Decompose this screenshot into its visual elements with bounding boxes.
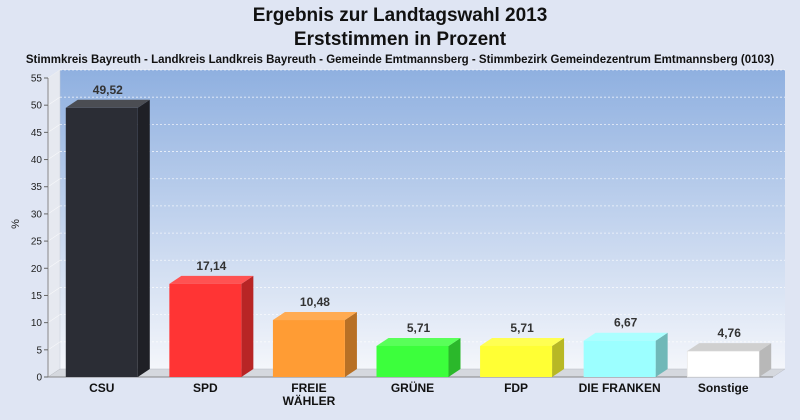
- bar-side: [655, 332, 668, 377]
- x-tick-label: SPD: [193, 381, 218, 395]
- x-tick-label: CSU: [89, 381, 114, 395]
- grid-line-diag: [47, 260, 61, 269]
- y-tick-label: 50: [31, 101, 43, 112]
- bar: [686, 343, 772, 378]
- bar-side: [137, 99, 150, 378]
- bar-side: [344, 312, 357, 377]
- grid-line-diag: [47, 341, 61, 351]
- bars: [65, 99, 772, 378]
- y-tick-label: 0: [36, 373, 42, 384]
- plot-left-wall: [47, 69, 61, 378]
- x-tick-label: DIE FRANKEN: [579, 381, 661, 395]
- bar: [583, 332, 668, 377]
- bar-front: [65, 107, 138, 378]
- x-tick-label: Sonstige: [698, 381, 749, 395]
- grid-line-diag: [47, 314, 61, 323]
- y-tick-label: 45: [31, 128, 43, 139]
- y-tick-label: 30: [31, 209, 43, 220]
- value-label: 17,14: [196, 259, 226, 273]
- value-labels: 49,52 17,14 10,48 5,71 5,71 6,67 4,76: [93, 83, 741, 340]
- value-label: 6,67: [614, 316, 638, 330]
- bar-top: [376, 337, 461, 346]
- chart-subtitle: Erststimmen in Prozent: [293, 29, 507, 50]
- x-tick-label: FREIE: [291, 381, 326, 395]
- chart-caption: Stimmkreis Bayreuth - Landkreis Landkrei…: [25, 54, 775, 66]
- value-label: 5,71: [510, 321, 534, 335]
- bar: [480, 337, 565, 377]
- bar-side: [552, 337, 565, 377]
- value-label: 4,76: [718, 326, 742, 340]
- value-label: 5,71: [407, 321, 431, 335]
- bar-side: [759, 343, 772, 377]
- y-tick-label: 25: [31, 237, 43, 248]
- bar-top: [169, 275, 254, 284]
- bar-top: [687, 343, 772, 352]
- bar-top: [65, 99, 150, 108]
- y-tick-label: 5: [36, 345, 42, 356]
- bar: [169, 275, 254, 377]
- grid-line-diag: [47, 232, 61, 242]
- y-tick-label: 40: [31, 155, 43, 166]
- x-tick-label: FDP: [504, 381, 528, 395]
- bar-front: [376, 345, 449, 377]
- bar-front: [272, 320, 345, 377]
- bar-front: [686, 350, 760, 378]
- bar-top: [272, 312, 357, 321]
- value-label: 10,48: [300, 295, 330, 309]
- chart-title: Ergebnis zur Landtagswahl 2013: [252, 5, 548, 26]
- grid-line-diag: [47, 205, 61, 215]
- y-tick-label: 55: [31, 74, 43, 85]
- grid-line-diag: [47, 69, 61, 79]
- y-tick-label: 20: [31, 264, 43, 275]
- bar: [376, 337, 461, 377]
- grid-line-diag: [47, 287, 61, 296]
- value-label: 49,52: [93, 83, 123, 97]
- grid-line-diag: [47, 178, 61, 187]
- bar: [65, 99, 150, 378]
- y-tick-label: 10: [31, 318, 43, 329]
- y-tick-label: 15: [31, 291, 43, 302]
- bar-top: [583, 332, 668, 341]
- bar-side: [241, 275, 254, 377]
- bar-front: [169, 283, 242, 377]
- grid-line-diag: [47, 151, 61, 160]
- x-tick-label: GRÜNE: [391, 380, 434, 395]
- bar-front: [583, 340, 656, 377]
- bar: [272, 312, 357, 377]
- x-tick-label: WÄHLER: [283, 393, 336, 408]
- grid-line-diag: [47, 96, 61, 106]
- grid-line-diag: [47, 124, 61, 133]
- y-tick-label: 35: [31, 182, 43, 193]
- bar-front: [480, 345, 553, 377]
- bar-side: [448, 337, 461, 377]
- bar-top: [480, 337, 565, 346]
